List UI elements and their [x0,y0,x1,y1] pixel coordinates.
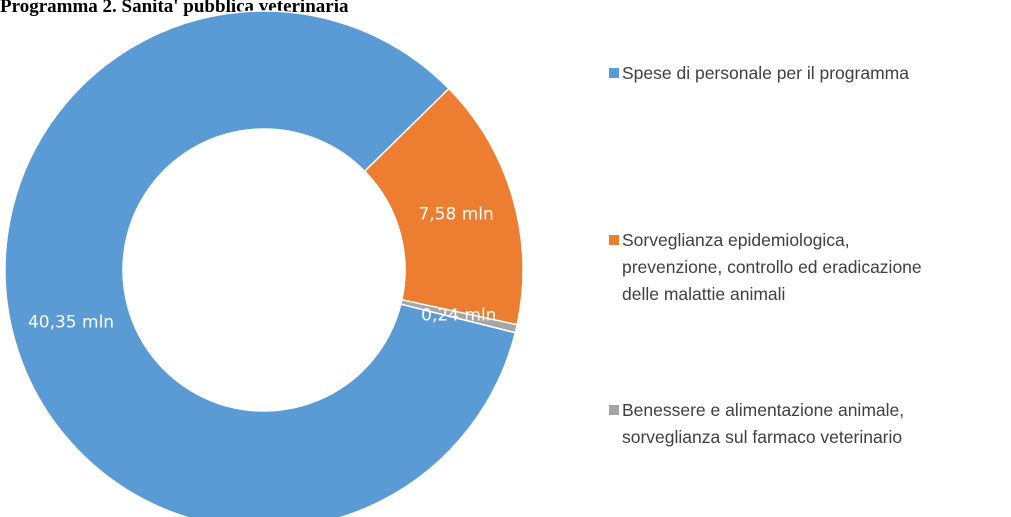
legend-item: Spese di personale per il programma [609,60,942,87]
legend-label: Sorveglianza epidemiologica, prevenzione… [622,230,922,304]
data-label: 7,58 mln [418,204,493,224]
legend-swatch [609,405,619,415]
data-label: 0,24 mln [421,305,496,325]
data-label: 40,35 mln [28,313,114,333]
legend-label: Benessere e alimentazione animale, sorve… [622,400,905,447]
donut-slice [399,298,519,334]
donut-slice [363,87,524,326]
donut-slice [4,10,517,517]
legend-item: Benessere e alimentazione animale, sorve… [609,397,942,451]
legend-item: Sorveglianza epidemiologica, prevenzione… [609,227,942,308]
legend-swatch [609,235,619,245]
legend-label: Spese di personale per il programma [622,63,909,83]
legend-swatch [609,68,619,78]
